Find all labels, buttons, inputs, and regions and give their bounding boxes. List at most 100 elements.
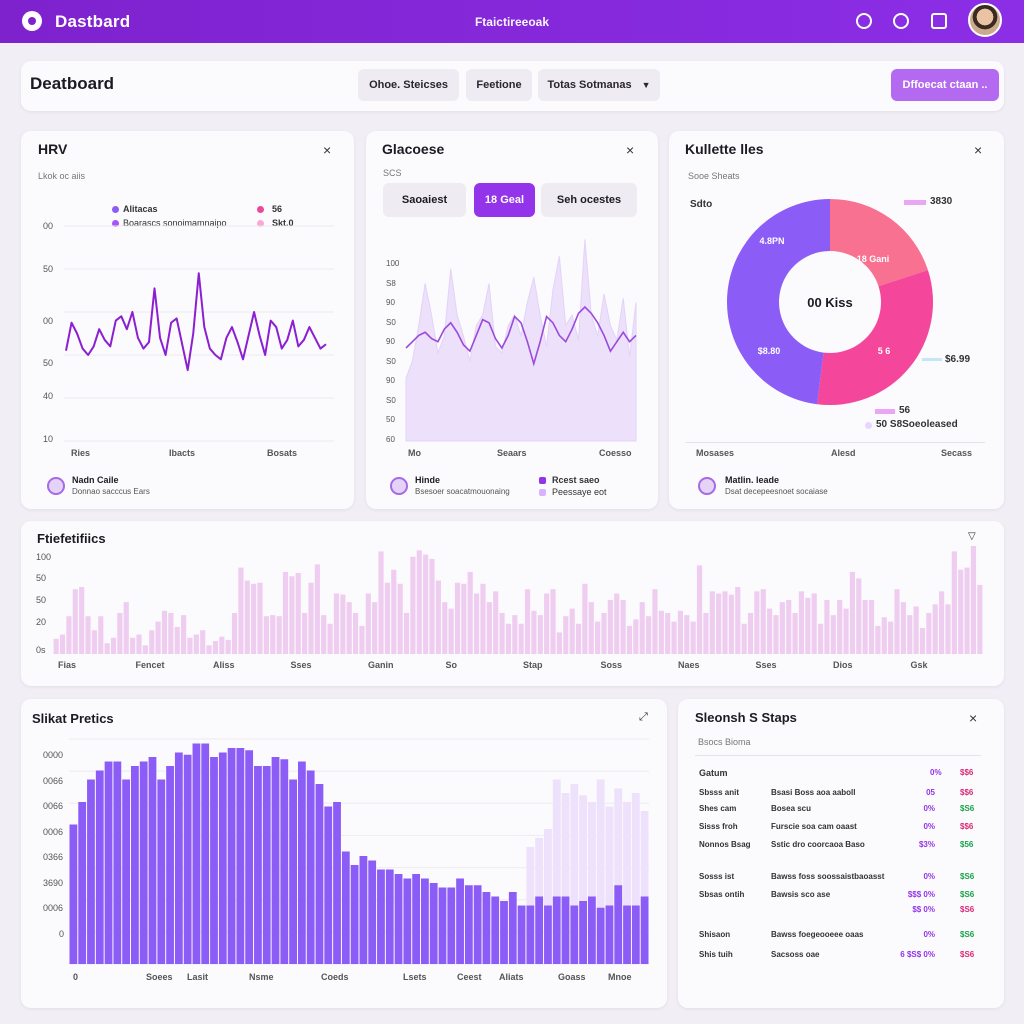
footer-title: Nadn Caile: [72, 475, 119, 485]
freq-bar: [270, 615, 276, 654]
table-cell: 0%: [923, 930, 935, 939]
table-row[interactable]: Shisaon Bawss foegeooeee oaas 0% $S6: [698, 930, 978, 944]
bell-icon[interactable]: [856, 13, 872, 29]
short-bar-ghost: [587, 802, 596, 964]
freq-bar: [282, 571, 289, 654]
short-bar: [464, 885, 473, 964]
short-bar: [500, 901, 508, 964]
avatar[interactable]: [968, 3, 1002, 37]
table-row[interactable]: Shis tuih Sacsoss oae 6 $S$ 0% $S6: [698, 950, 978, 964]
brand-name: Dastbard: [55, 12, 131, 31]
short-bar-ghost: [623, 802, 631, 964]
y-tick: S0: [386, 317, 396, 327]
logo-icon[interactable]: [22, 11, 42, 31]
freq-bar: [830, 615, 836, 654]
freq-bar: [149, 630, 155, 654]
freq-bar: [98, 616, 104, 654]
freq-bar: [244, 580, 250, 654]
short-bar: [78, 802, 87, 964]
table-cell: Sosss ist: [699, 872, 735, 881]
short-bar: [210, 757, 218, 964]
y-tick: 10: [43, 434, 54, 444]
divider: [695, 755, 981, 756]
table-cell: $S6: [960, 872, 975, 881]
settings-icon[interactable]: [893, 13, 909, 29]
footer-title: Hinde: [415, 475, 441, 485]
pie-label: 18 Gani: [857, 254, 890, 264]
table-cell: $S6: [960, 804, 975, 813]
calendar-icon[interactable]: [931, 13, 947, 29]
ratio-title: Kullette lles: [685, 141, 764, 157]
pie-chart: 4.8PN 18 Gani 00 Kiss $8.80 5 6: [726, 199, 933, 405]
short-bar-ghost: [605, 806, 614, 964]
short-bar-ghost: [552, 779, 561, 964]
ratio-subtitle: Sooe Sheats: [688, 171, 740, 181]
freq-bar: [537, 615, 543, 654]
short-bar: [122, 779, 131, 964]
short-bar: [306, 770, 315, 964]
primary-action-button[interactable]: Dffoecat ctaan ..: [891, 69, 999, 101]
short-bar: [605, 905, 614, 964]
freq-bar: [735, 587, 741, 654]
table-cell: 0%: [923, 804, 935, 813]
chevron-down-icon: ▼: [641, 80, 651, 90]
steps-subtitle: Bsocs Bioma: [698, 737, 751, 747]
freq-bar: [607, 600, 613, 654]
freq-bar: [397, 583, 403, 654]
pie-slice[interactable]: [726, 199, 830, 405]
freq-bar: [913, 606, 919, 654]
hrv-subtitle: Lkok oc aiis: [38, 171, 86, 181]
table-cell: $S6: [960, 950, 975, 959]
short-bar: [289, 779, 297, 964]
table-row[interactable]: Nonnos Bsag Sstic dro coorcaoa Baso $3% $56: [698, 840, 978, 854]
freq-bar: [569, 608, 575, 654]
freq-bar: [295, 573, 301, 654]
short-bar: [166, 766, 174, 964]
top-center-title: Ftaictireeoak: [474, 15, 550, 29]
close-icon[interactable]: ×: [323, 142, 332, 158]
filter-dropdown[interactable]: Totas Sotmanas ▼: [538, 69, 660, 101]
segment-3[interactable]: Seh ocestes: [541, 183, 637, 217]
freq-bar: [792, 612, 798, 654]
pie-label: 4.8PN: [759, 236, 784, 246]
filter-pill-1[interactable]: Ohoe. Steicses: [358, 69, 459, 101]
close-icon[interactable]: ×: [969, 710, 978, 726]
table-cell: $S6: [960, 890, 975, 899]
table-row[interactable]: Sosss ist Bawss foss soossaistbaoasst 0% $S…: [698, 872, 978, 886]
freq-bar: [919, 628, 926, 654]
table-row[interactable]: $$ 0% $S6: [698, 905, 978, 919]
freq-bar: [321, 615, 327, 654]
freq-bar: [550, 589, 556, 654]
segment-2[interactable]: 18 Geal: [474, 183, 535, 217]
short-bar-ghost: [614, 788, 623, 964]
table-cell: Shis tuih: [699, 950, 733, 959]
freq-bar: [238, 567, 244, 654]
close-icon[interactable]: ×: [626, 142, 635, 158]
expand-icon[interactable]: ⤢: [639, 711, 648, 723]
segment-1[interactable]: Saoaiest: [383, 183, 466, 217]
short-bar: [227, 748, 236, 964]
freq-bar: [677, 610, 684, 654]
freq-bar: [563, 616, 569, 654]
freq-bar: [263, 616, 269, 654]
chevron-down-icon[interactable]: ▽: [968, 531, 976, 542]
filter-pill-2[interactable]: Feetione: [466, 69, 532, 101]
y-tick: 0006: [43, 826, 64, 837]
table-cell: 05: [926, 788, 935, 797]
table-row[interactable]: Shes cam Bosea scu 0% $S6: [698, 804, 978, 818]
short-bar: [359, 856, 368, 964]
pie-slice[interactable]: [817, 270, 933, 405]
freq-bar: [340, 594, 346, 654]
table-cell: Bawss foss soossaistbaoasst: [771, 872, 885, 881]
freq-bar: [684, 615, 690, 654]
freq-bar: [696, 565, 703, 654]
table-row[interactable]: Sisss froh Furscie soa cam oaast 0% $$6: [698, 822, 978, 836]
x-tick: Ibacts: [169, 448, 196, 458]
footer-sub: Dsat decepeesnoet socaiase: [725, 487, 828, 496]
table-row[interactable]: Sbsas ontih Bawsis sco ase $$$ 0% $S6: [698, 890, 978, 904]
table-row[interactable]: Sbsss anit Bsasi Boss aoa aaboll 05 $$6: [698, 788, 978, 802]
close-icon[interactable]: ×: [974, 142, 983, 158]
freq-bar: [454, 582, 461, 654]
y-tick: 0s: [36, 645, 46, 655]
pie-slice[interactable]: [830, 199, 928, 287]
